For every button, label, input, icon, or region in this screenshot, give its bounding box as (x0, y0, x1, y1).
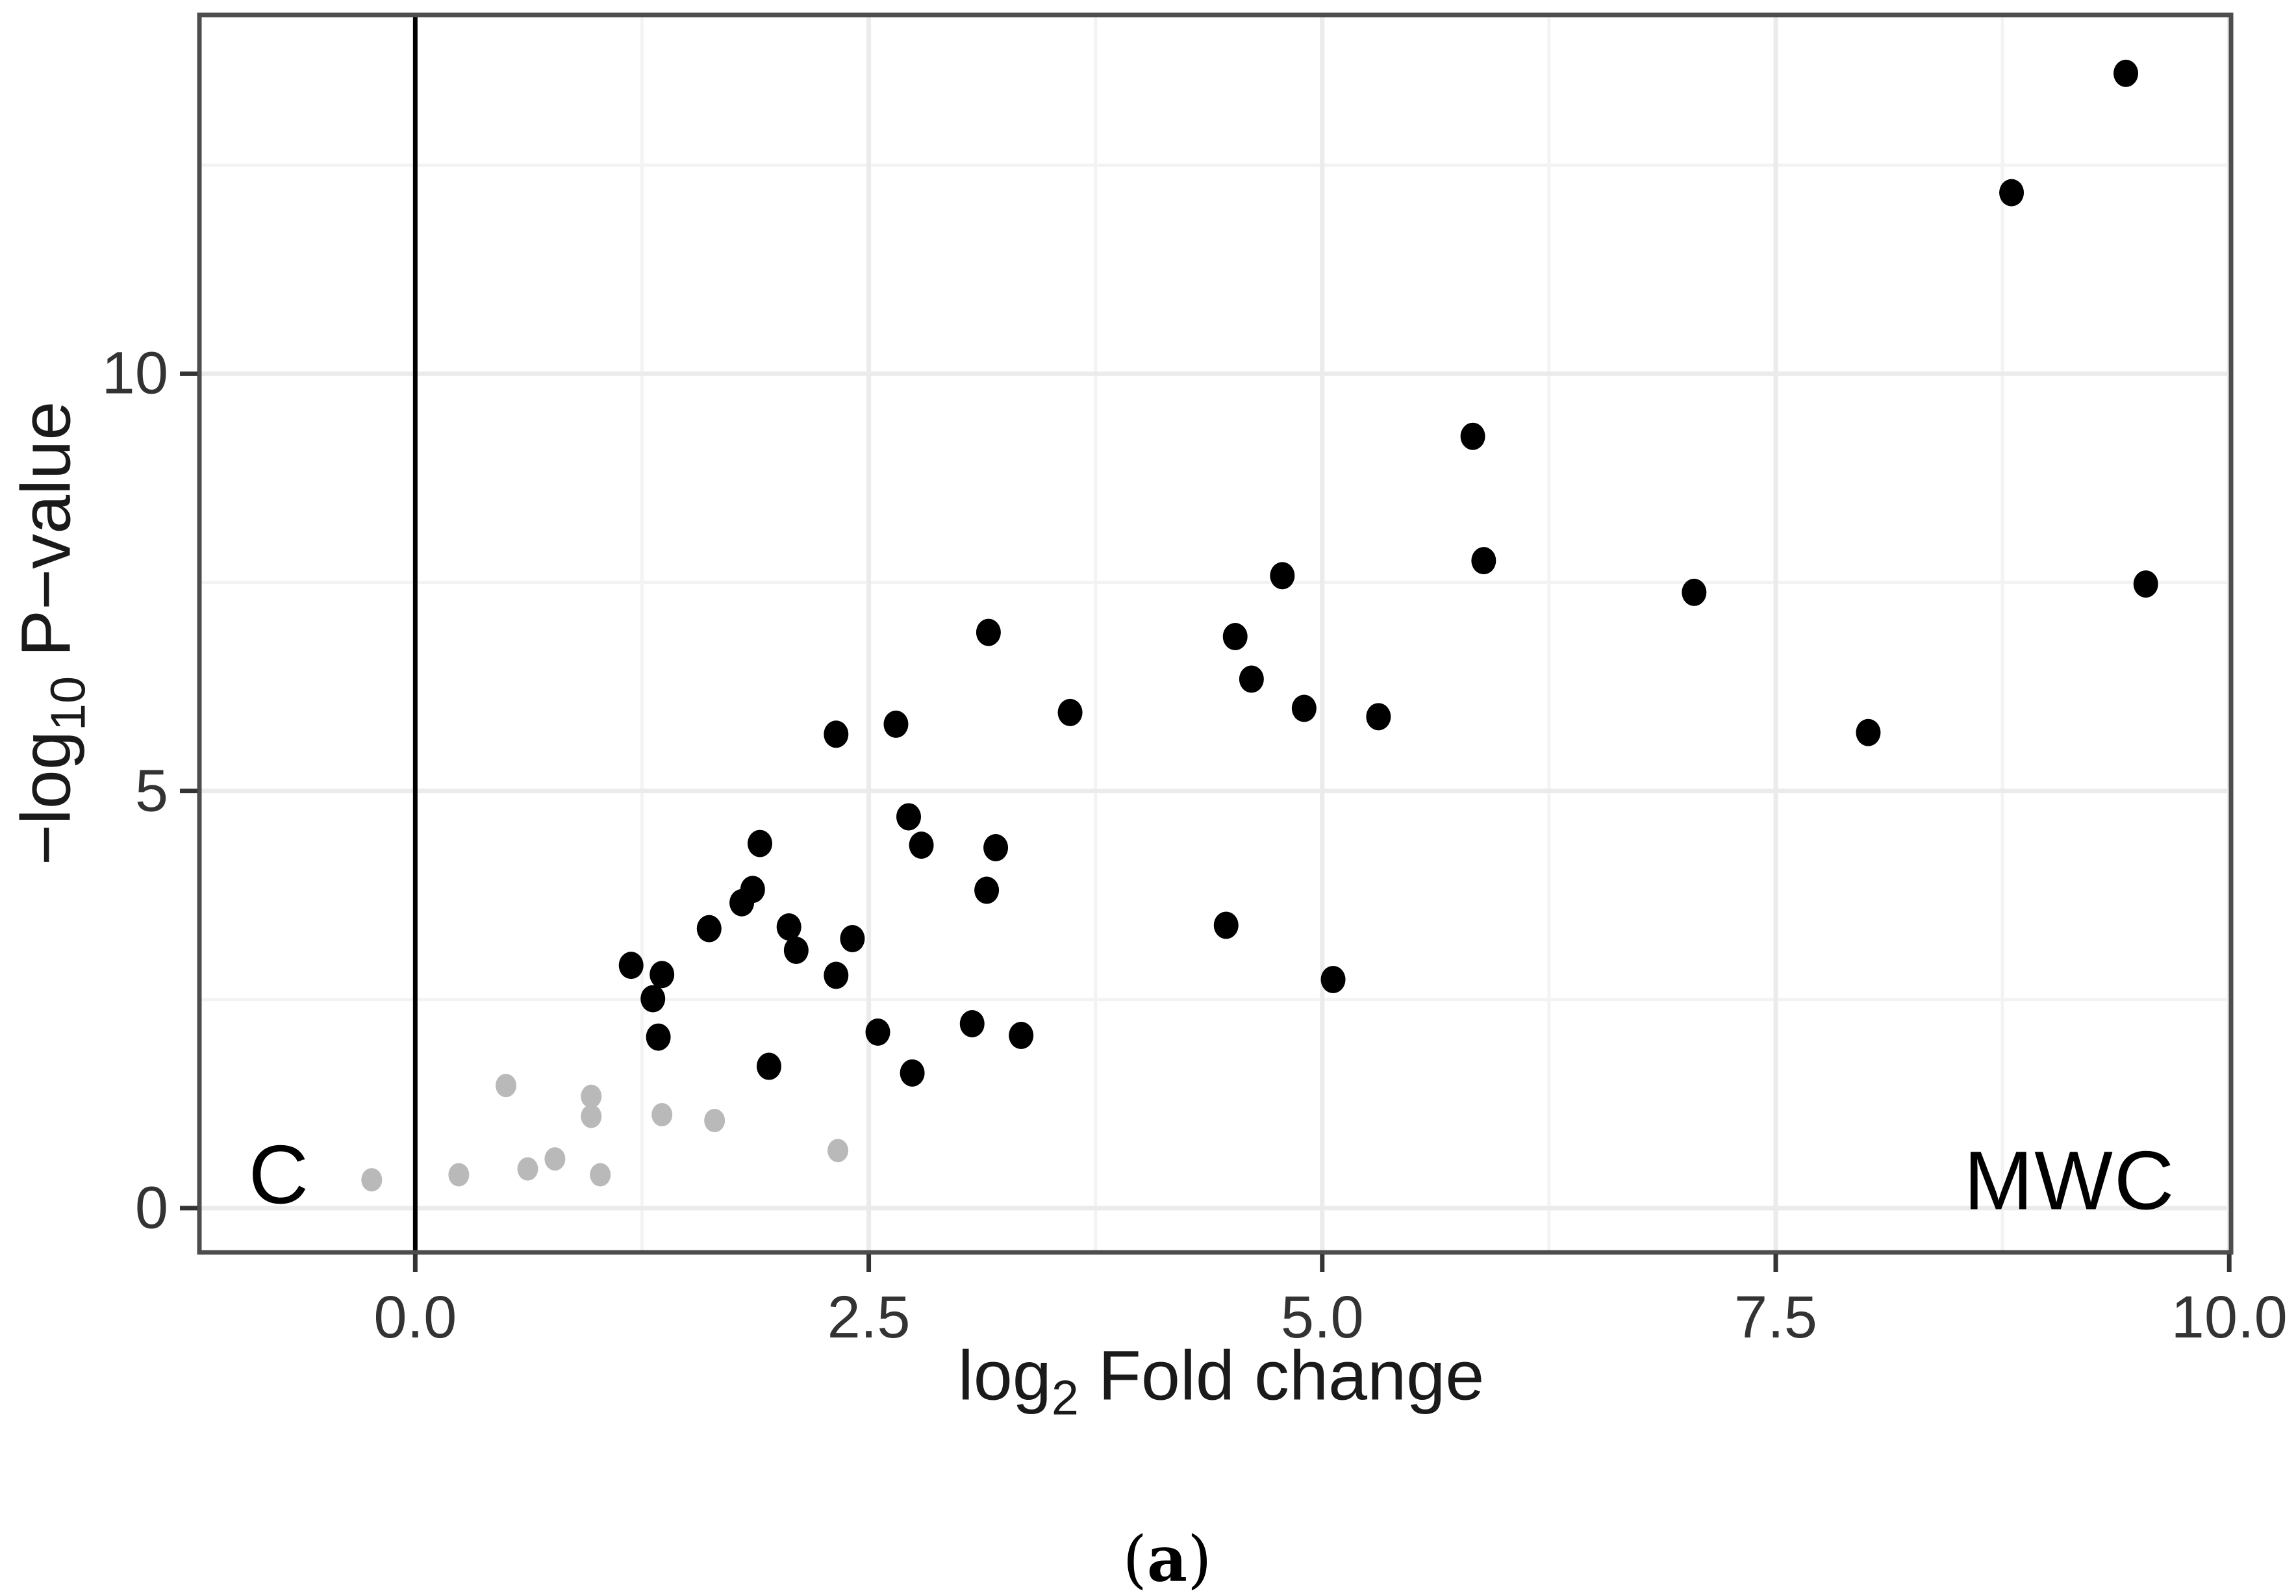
panel-border (197, 12, 2234, 1255)
data-point-significant (1291, 694, 1317, 722)
data-point-non-significant (704, 1109, 725, 1133)
panel-label-MWC: MWC (1963, 1134, 2176, 1228)
x-tick-label: 2.5 (827, 1284, 911, 1350)
caption-open-paren: ( (1122, 1523, 1147, 1596)
y-axis-title: −log10 P−value (5, 401, 97, 866)
data-point-significant (983, 833, 1009, 861)
data-point-non-significant (495, 1074, 516, 1098)
data-point-significant (776, 913, 801, 941)
data-point-significant (2113, 59, 2139, 87)
data-point-significant (729, 889, 755, 917)
data-point-significant (2133, 570, 2158, 598)
data-point-significant (976, 618, 1001, 646)
data-point-non-significant (651, 1103, 673, 1127)
data-point-significant (747, 830, 772, 857)
caption-close-paren: ) (1187, 1523, 1212, 1596)
x-axis-title-suffix: Fold change (1078, 1336, 1485, 1415)
data-point-significant (1471, 547, 1496, 575)
data-point-significant (1320, 965, 1346, 993)
x-tick-label: 5.0 (1280, 1284, 1364, 1350)
data-point-significant (1856, 718, 1881, 746)
data-point-significant (896, 803, 922, 831)
x-axis-title: log2 Fold change (958, 1335, 1485, 1426)
data-point-significant (1213, 911, 1239, 939)
data-point-significant (1009, 1022, 1034, 1050)
x-tick-label: 0.0 (373, 1284, 457, 1350)
data-point-significant (840, 925, 865, 953)
data-point-significant (1682, 578, 1707, 606)
data-point-significant (883, 710, 909, 738)
y-tick-label: 10 (101, 340, 168, 407)
data-point-non-significant (590, 1163, 611, 1187)
data-point-non-significant (544, 1147, 566, 1171)
data-point-significant (909, 831, 934, 859)
y-axis-title-subscript: 10 (41, 676, 96, 731)
data-point-non-significant (581, 1084, 602, 1108)
data-point-significant (959, 1010, 985, 1038)
data-point-non-significant (827, 1139, 849, 1163)
data-point-significant (1460, 422, 1485, 450)
x-tick-label: 7.5 (1734, 1284, 1817, 1350)
x-axis-title-subscript: 2 (1051, 1371, 1079, 1426)
panel-background (199, 15, 2231, 1252)
x-tick-label: 10.0 (2171, 1284, 2288, 1350)
data-point-significant (1057, 698, 1083, 726)
data-point-non-significant (517, 1157, 538, 1181)
data-point-significant (646, 1023, 671, 1051)
y-tick-label: 0 (134, 1174, 168, 1241)
data-point-significant (865, 1018, 890, 1046)
data-point-significant (756, 1052, 781, 1080)
data-point-significant (824, 720, 849, 748)
data-point-significant (650, 961, 675, 989)
y-tick-label: 5 (134, 757, 168, 824)
caption-letter: a (1146, 1522, 1188, 1596)
data-point-significant (824, 961, 849, 989)
data-point-significant (696, 915, 722, 943)
x-axis-title-prefix: log (957, 1336, 1052, 1415)
data-point-non-significant (361, 1168, 383, 1192)
data-point-significant (900, 1059, 925, 1087)
y-axis-title-suffix: P−value (6, 401, 85, 677)
data-point-significant (1270, 562, 1295, 590)
data-point-significant (640, 985, 666, 1013)
data-point-significant (783, 936, 809, 964)
data-point-non-significant (448, 1163, 470, 1187)
y-axis-title-prefix: −log (6, 731, 85, 866)
panel-label-C: C (248, 1128, 310, 1222)
data-point-significant (618, 952, 644, 980)
data-point-significant (974, 876, 1000, 904)
data-point-significant (1239, 665, 1264, 693)
data-point-significant (1999, 179, 2025, 207)
data-point-significant (1366, 703, 1391, 731)
data-point-significant (1222, 622, 1248, 650)
figure-caption: (a) (1122, 1523, 1211, 1596)
data-point-non-significant (581, 1104, 602, 1128)
